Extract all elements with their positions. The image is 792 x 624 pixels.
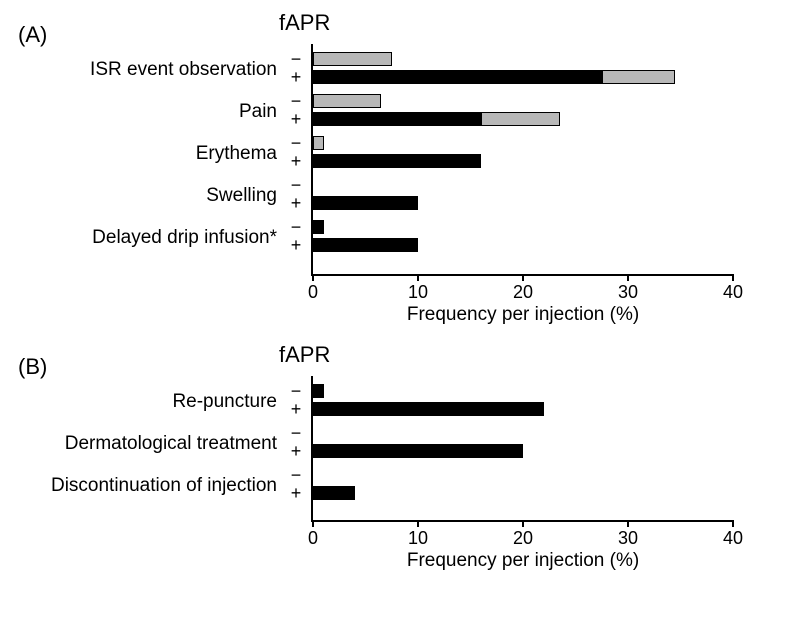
- category-group: Re-puncture−+: [313, 382, 733, 424]
- bar-segment: [313, 220, 324, 234]
- x-tick: [312, 520, 314, 527]
- fapr-plus-label: +: [285, 442, 307, 460]
- panel-a-x-axis-label: Frequency per injection (%): [407, 304, 639, 326]
- category-group: Discontinuation of injection−+: [313, 466, 733, 508]
- panel-a: (A) fAPR Frequency per injection (%) 010…: [0, 8, 792, 344]
- bar-segment: [313, 444, 523, 458]
- category-label: Discontinuation of injection: [51, 476, 277, 497]
- x-tick-label: 30: [618, 282, 638, 303]
- panel-b-label: (B): [18, 354, 47, 380]
- bar-plus: [313, 444, 523, 458]
- category-group: Dermatological treatment−+: [313, 424, 733, 466]
- bar-minus: [313, 52, 392, 66]
- panel-b: (B) fAPR Frequency per injection (%) 010…: [0, 340, 792, 590]
- bar-minus: [313, 220, 324, 234]
- category-label: Re-puncture: [172, 392, 277, 413]
- panel-a-chart: Frequency per injection (%) 010203040ISR…: [311, 44, 733, 276]
- category-label: Pain: [239, 102, 277, 123]
- category-group: Delayed drip infusion*−+: [313, 218, 733, 260]
- panel-a-fapr-label: fAPR: [279, 10, 330, 36]
- x-tick: [627, 520, 629, 527]
- x-tick: [417, 274, 419, 281]
- bar-segment: [313, 384, 324, 398]
- x-tick-label: 0: [308, 528, 318, 549]
- panel-b-fapr-label: fAPR: [279, 342, 330, 368]
- figure: (A) fAPR Frequency per injection (%) 010…: [0, 0, 792, 624]
- x-tick-label: 10: [408, 282, 428, 303]
- x-tick: [312, 274, 314, 281]
- bar-segment: [481, 112, 560, 126]
- bar-plus: [313, 154, 481, 168]
- category-label: Dermatological treatment: [65, 434, 277, 455]
- x-tick-label: 20: [513, 528, 533, 549]
- category-group: ISR event observation−+: [313, 50, 733, 92]
- bar-segment: [313, 70, 602, 84]
- category-group: Swelling−+: [313, 176, 733, 218]
- fapr-plus-label: +: [285, 236, 307, 254]
- fapr-plus-label: +: [285, 68, 307, 86]
- fapr-plus-label: +: [285, 152, 307, 170]
- x-tick-label: 10: [408, 528, 428, 549]
- x-tick: [522, 520, 524, 527]
- x-tick-label: 40: [723, 282, 743, 303]
- panel-b-x-axis-label: Frequency per injection (%): [407, 550, 639, 572]
- x-tick-label: 20: [513, 282, 533, 303]
- x-tick: [522, 274, 524, 281]
- bar-plus: [313, 196, 418, 210]
- fapr-minus-label: −: [285, 424, 307, 442]
- panel-a-label: (A): [18, 22, 47, 48]
- x-tick: [417, 520, 419, 527]
- fapr-plus-label: +: [285, 194, 307, 212]
- fapr-minus-label: −: [285, 218, 307, 236]
- fapr-minus-label: −: [285, 134, 307, 152]
- fapr-minus-label: −: [285, 92, 307, 110]
- bar-minus: [313, 94, 381, 108]
- category-label: Swelling: [206, 186, 277, 207]
- bar-plus: [313, 486, 355, 500]
- panel-b-chart: Frequency per injection (%) 010203040Re-…: [311, 376, 733, 522]
- x-tick: [732, 274, 734, 281]
- bar-segment: [313, 238, 418, 252]
- fapr-minus-label: −: [285, 382, 307, 400]
- bar-plus: [313, 402, 544, 416]
- bar-segment: [602, 70, 676, 84]
- x-tick: [627, 274, 629, 281]
- fapr-plus-label: +: [285, 400, 307, 418]
- category-group: Pain−+: [313, 92, 733, 134]
- fapr-minus-label: −: [285, 176, 307, 194]
- bar-segment: [313, 402, 544, 416]
- category-label: ISR event observation: [90, 60, 277, 81]
- bar-segment: [313, 136, 324, 150]
- x-tick-label: 30: [618, 528, 638, 549]
- x-tick-label: 0: [308, 282, 318, 303]
- x-tick: [732, 520, 734, 527]
- bar-minus: [313, 136, 324, 150]
- bar-plus: [313, 70, 675, 84]
- fapr-minus-label: −: [285, 50, 307, 68]
- bar-segment: [313, 196, 418, 210]
- bar-segment: [313, 486, 355, 500]
- bar-segment: [313, 154, 481, 168]
- fapr-plus-label: +: [285, 110, 307, 128]
- bar-segment: [313, 112, 481, 126]
- bar-plus: [313, 238, 418, 252]
- category-label: Erythema: [196, 144, 277, 165]
- fapr-minus-label: −: [285, 466, 307, 484]
- fapr-plus-label: +: [285, 484, 307, 502]
- category-group: Erythema−+: [313, 134, 733, 176]
- bar-segment: [313, 52, 392, 66]
- bar-minus: [313, 384, 324, 398]
- category-label: Delayed drip infusion*: [92, 228, 277, 249]
- x-tick-label: 40: [723, 528, 743, 549]
- bar-plus: [313, 112, 560, 126]
- bar-segment: [313, 94, 381, 108]
